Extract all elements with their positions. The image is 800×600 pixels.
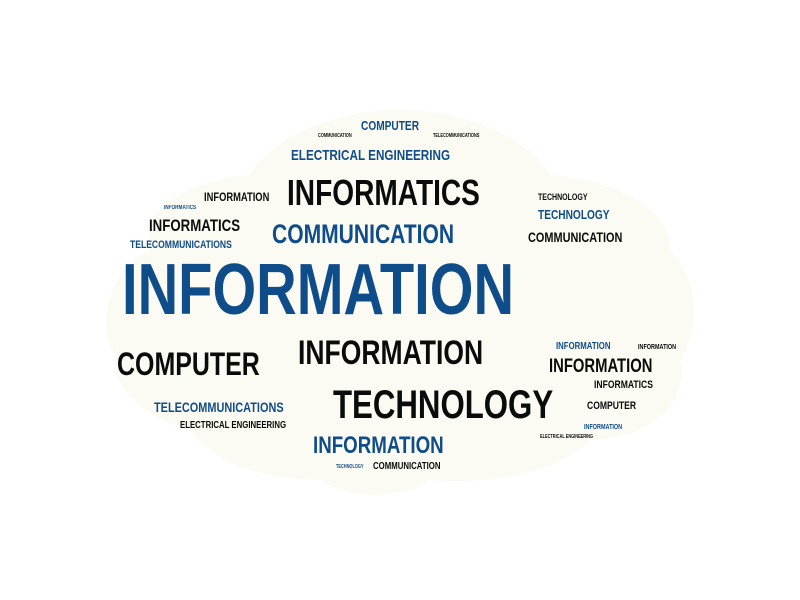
- word-information-main: INFORMATION: [122, 250, 515, 330]
- word-information-bottom-blue: INFORMATION: [313, 432, 444, 459]
- word-technology-right-blue: TECHNOLOGY: [538, 207, 610, 222]
- word-telecommunications-tiny: TELECOMMUNICATIONS: [433, 133, 480, 139]
- word-telecommunications-left: TELECOMMUNICATIONS: [130, 239, 232, 251]
- word-information-right-tiny: INFORMATION: [638, 344, 677, 351]
- word-electrical-engineering-top: ELECTRICAL ENGINEERING: [291, 147, 451, 164]
- word-communication-tiny: COMMUNICATION: [318, 133, 352, 139]
- word-communication-bottom: COMMUNICATION: [373, 461, 441, 472]
- word-communication-right: COMMUNICATION: [528, 229, 623, 245]
- word-informatics-large: INFORMATICS: [287, 172, 480, 213]
- word-information-left-small: INFORMATION: [204, 190, 270, 204]
- word-information-center-large: INFORMATION: [298, 334, 484, 372]
- word-information-right-tiny-blue: INFORMATION: [584, 424, 623, 431]
- word-information-right-medium: INFORMATION: [549, 356, 653, 377]
- word-informatics-right-small: INFORMATICS: [594, 379, 653, 391]
- word-electrical-engineering-lower: ELECTRICAL ENGINEERING: [180, 420, 287, 431]
- word-informatics-tiny-blue: INFORMATICS: [164, 205, 197, 211]
- word-electrical-engineering-tiny: ELECTRICAL ENGINEERING: [540, 434, 594, 440]
- word-computer-top: COMPUTER: [361, 118, 420, 133]
- word-technology-bottom-tiny: TECHNOLOGY: [336, 464, 364, 470]
- word-technology-right-tiny: TECHNOLOGY: [538, 192, 588, 202]
- word-computer-right-small: COMPUTER: [587, 400, 637, 412]
- word-information-right-blue-small: INFORMATION: [556, 341, 611, 352]
- word-telecommunications-lower: TELECOMMUNICATIONS: [154, 399, 284, 415]
- word-informatics-left-medium: INFORMATICS: [149, 216, 241, 235]
- word-computer-left-large: COMPUTER: [117, 346, 260, 382]
- word-communication-blue-large: COMMUNICATION: [272, 219, 455, 249]
- word-technology-large: TECHNOLOGY: [333, 383, 554, 427]
